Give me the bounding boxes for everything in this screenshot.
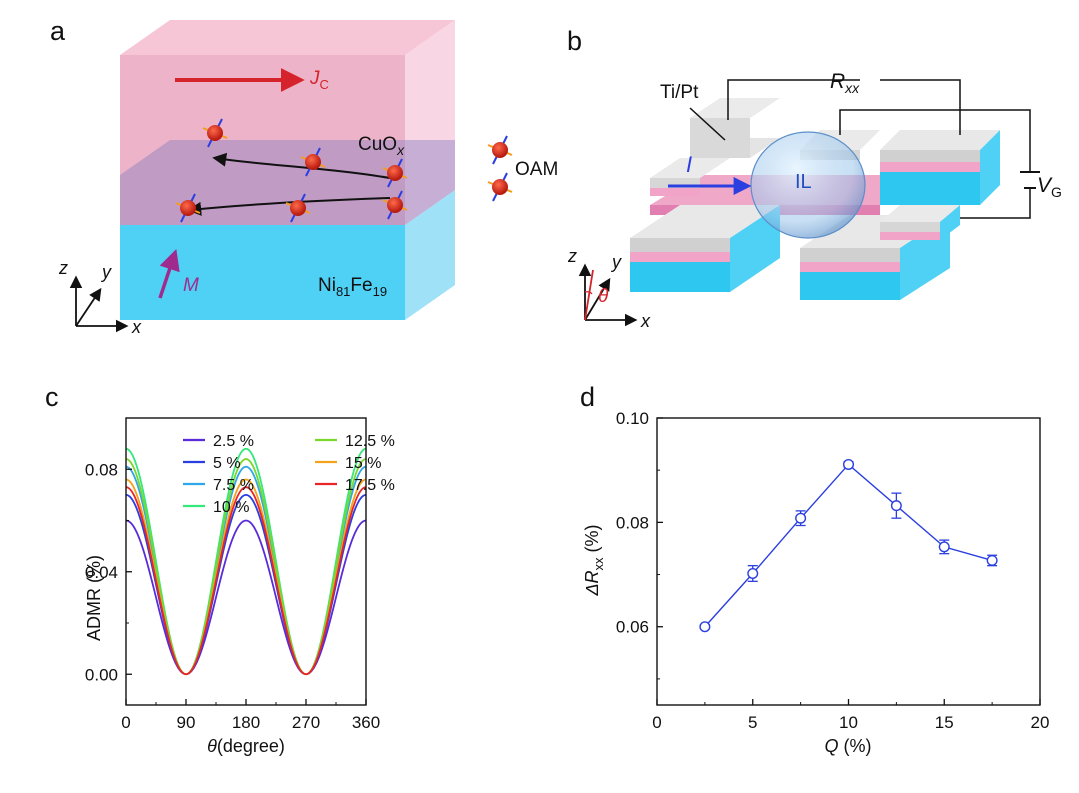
series-line-2 [125,465,367,676]
ionic-liquid-label: IL [795,171,812,193]
oam-particles [175,118,513,223]
x-tick-label-3: 15 [935,713,954,732]
rxx-bracket-right [880,79,961,135]
y-tick-label-0: 0.00 [85,665,118,684]
x-tick-label-1: 90 [177,713,196,732]
axis-x-label: x [131,317,142,337]
chart-c-xlabel: θ(degree) [207,736,285,756]
panel-a: a JC CuOx OAM M [50,16,558,337]
legend-label-0: 2.5 % [213,433,254,450]
blue-front-face [120,225,405,320]
axes-triad-b: z y x θ [567,246,651,331]
y-tick-label-0: 0.06 [616,618,649,637]
panel-c: c 0 90 180 270 360 0.00 0.04 0.08 2.5 % 5 % 7.5 % 1… [45,382,395,756]
x-tick-label-0: 0 [121,713,130,732]
x-tick-label-1: 5 [748,713,757,732]
pad-mid-left [650,158,730,196]
data-point-6 [986,554,998,566]
axis-x-label-b: x [640,311,651,331]
legend-label-5: 15 % [345,455,381,472]
data-point-4 [890,500,902,512]
panel-b: b [567,26,1062,331]
legend-label-3: 10 % [213,499,249,516]
oam-flow-arrow-upper [212,152,391,179]
electrode-label: Ti/Pt [660,82,699,103]
x-tick-label-2: 180 [232,713,260,732]
gate-wire-bottom [960,188,1031,219]
x-tick-label-4: 20 [1031,713,1050,732]
axis-z-label: z [58,258,68,278]
legend-label-2: 7.5 % [213,477,254,494]
device-pads [630,98,1000,300]
series-line-6 [125,486,367,676]
angle-ray [584,269,594,321]
electrode-pointer [689,107,726,141]
pad-front-left [630,205,780,292]
x-tick-label-2: 10 [839,713,858,732]
gate-wire-top [839,109,1031,172]
axes-triad-a: z y x [58,258,142,337]
chart-c-ylabel: ADMR (%) [84,555,104,641]
x-tick-label-3: 270 [292,713,320,732]
y-tick-label-2: 0.10 [616,409,649,428]
cuox-label: CuOx [358,134,405,158]
axis-z-label-b: z [567,246,577,266]
y-tick-label-2: 0.08 [85,460,118,479]
pink-side-face [405,20,455,225]
legend-label-4: 12.5 % [345,433,395,450]
x-tick-label-4: 360 [352,713,380,732]
data-point-0 [699,621,711,633]
y-tick-label-1: 0.08 [616,513,649,532]
pad-mid-right [880,205,960,240]
panel-d-label: d [580,382,595,412]
chart-d-plot: 0 5 10 15 20 0.06 0.08 0.10 [616,409,1050,732]
chart-d-xlabel: Q (%) [824,736,871,756]
series-line-1 [125,493,367,676]
pink-front-face [120,55,405,225]
gate-voltage-label: VG [1037,174,1062,200]
magnetization-arrow [158,249,180,299]
y-tick-label-1: 0.04 [85,563,118,582]
chart-c-plot: 0 90 180 270 360 0.00 0.04 0.08 2.5 % 5 % 7.5 % 10 … [85,417,395,732]
pad-back-right [880,130,1000,205]
legend-label-6: 17.5 % [345,477,395,494]
pink-top-face [120,20,455,55]
rxx-label: Rxx [830,70,860,96]
series-line-4 [125,458,367,676]
series-line-0 [125,519,367,676]
nife-label: Ni81Fe19 [318,275,387,299]
panel-d: d 0 5 10 15 20 0.06 0.08 0.10 ΔRxx (%) Q (%) [580,382,1049,756]
axis-y-label: y [100,262,112,282]
angle-label: θ [598,286,609,307]
data-point-5 [938,541,950,553]
interface-layer [120,140,455,225]
panel-c-label: c [45,382,59,412]
data-point-3 [843,458,855,470]
data-point-1 [747,568,759,580]
current-label-b: I [686,152,692,177]
magnetization-label: M [183,275,199,296]
data-point-2 [795,512,807,524]
panel-b-label: b [567,26,582,56]
current-label: JC [309,68,329,92]
x-tick-label-0: 0 [652,713,661,732]
rxx-bracket-left [727,79,860,120]
panel-a-label: a [50,16,66,46]
blue-side-face [405,190,455,320]
axis-y-label-b: y [610,252,622,272]
chart-d-ylabel: ΔRxx (%) [582,524,606,596]
oam-label: OAM [515,159,558,180]
legend-label-1: 5 % [213,455,241,472]
